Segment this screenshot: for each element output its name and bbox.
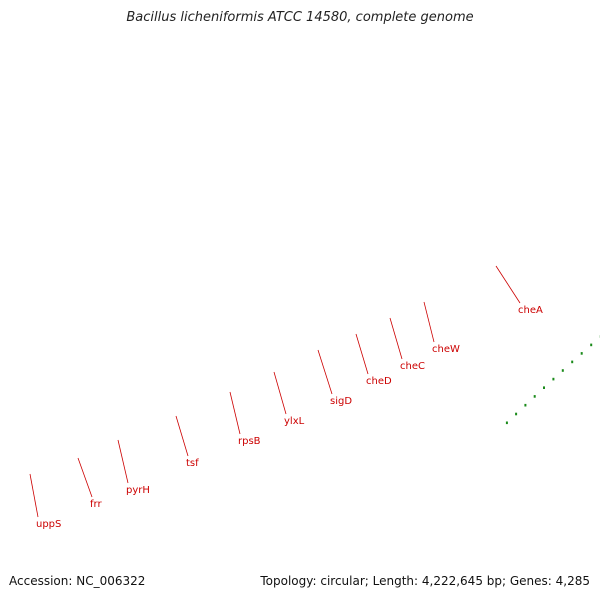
minor-tick: [571, 360, 574, 364]
gene-leader-line: [495, 265, 521, 304]
minor-tick: [524, 403, 527, 407]
gene-label-ylxL: ylxL: [284, 416, 305, 427]
accession-info: Accession: NC_006322: [9, 574, 146, 588]
gene-label-sigD: sigD: [330, 396, 352, 407]
gene-label-tsf: tsf: [186, 458, 199, 469]
genome-title: Bacillus licheniformis ATCC 14580, compl…: [126, 10, 474, 25]
gene-leader-line: [423, 301, 435, 343]
gene-leader-line: [175, 415, 189, 457]
coordinate-ticks: 1817 kbp1818 kbp1819 kbp1820 kbp1821 kbp…: [505, 335, 600, 425]
gene-label-cheW: cheW: [432, 344, 460, 355]
gene-leader-line: [229, 391, 241, 435]
minor-tick: [515, 412, 518, 416]
minor-tick: [552, 377, 555, 381]
minor-tick: [533, 395, 536, 398]
gene-labels: uppS frr pyrH tsf rpsB ylxL sigD cheD cheC cheW ch…: [29, 265, 543, 530]
gene-label-cheC: cheC: [400, 361, 425, 372]
gene-label-uppS: uppS: [36, 519, 61, 530]
minor-tick: [580, 352, 583, 355]
genome-summary: Topology: circular; Length: 4,222,645 bp…: [260, 574, 590, 588]
gene-label-rpsB: rpsB: [238, 436, 261, 447]
minor-tick: [505, 421, 508, 425]
minor-tick: [561, 369, 564, 372]
minor-tick: [590, 343, 593, 347]
gene-leader-line: [77, 457, 93, 498]
gene-label-pyrH: pyrH: [126, 485, 150, 496]
gene-label-frr: frr: [90, 499, 102, 510]
gene-leader-line: [389, 317, 403, 360]
gene-leader-line: [117, 439, 129, 484]
minor-tick: [543, 386, 545, 389]
gene-leader-line: [273, 371, 287, 415]
gene-label-cheD: cheD: [366, 376, 392, 387]
gene-label-cheA: cheA: [518, 305, 543, 316]
gene-leader-line: [355, 333, 369, 375]
gene-leader-line: [317, 349, 333, 395]
gene-leader-line: [29, 473, 39, 518]
